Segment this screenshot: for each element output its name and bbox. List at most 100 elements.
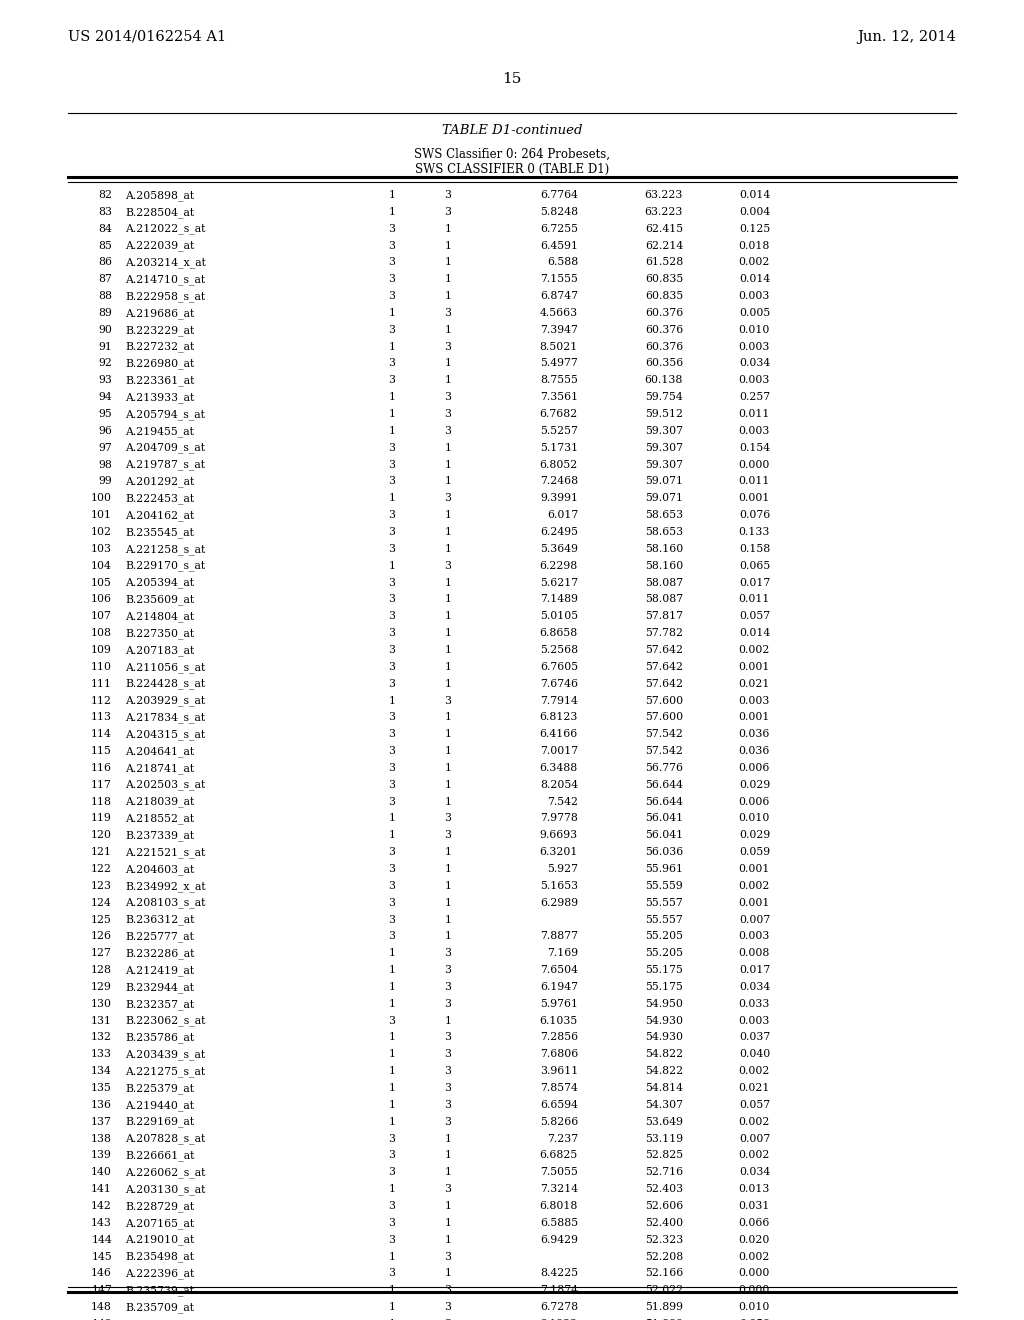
Text: 1: 1 (388, 426, 395, 436)
Text: 1: 1 (444, 645, 452, 655)
Text: 6.2298: 6.2298 (540, 561, 578, 570)
Text: 3: 3 (388, 459, 395, 470)
Text: 1: 1 (444, 325, 452, 335)
Text: 59.307: 59.307 (645, 459, 683, 470)
Text: 6.8658: 6.8658 (540, 628, 578, 638)
Text: 52.208: 52.208 (645, 1251, 683, 1262)
Text: 0.017: 0.017 (738, 578, 770, 587)
Text: 0.037: 0.037 (738, 1032, 770, 1043)
Text: 60.835: 60.835 (645, 292, 683, 301)
Text: A.222396_at: A.222396_at (125, 1269, 195, 1279)
Text: 5.1731: 5.1731 (540, 442, 578, 453)
Text: 60.356: 60.356 (645, 359, 683, 368)
Text: 0.001: 0.001 (738, 898, 770, 908)
Text: 52.825: 52.825 (645, 1151, 683, 1160)
Text: A.221521_s_at: A.221521_s_at (125, 847, 205, 858)
Text: 59.071: 59.071 (645, 494, 683, 503)
Text: A.203130_s_at: A.203130_s_at (125, 1184, 206, 1195)
Text: 0.125: 0.125 (738, 223, 770, 234)
Text: A.213933_at: A.213933_at (125, 392, 195, 403)
Text: 1: 1 (388, 1184, 395, 1195)
Text: 54.822: 54.822 (645, 1067, 683, 1076)
Text: 0.029: 0.029 (738, 780, 770, 789)
Text: 1: 1 (444, 847, 452, 857)
Text: 1: 1 (444, 544, 452, 554)
Text: B.234992_x_at: B.234992_x_at (125, 880, 206, 891)
Text: 1: 1 (444, 275, 452, 284)
Text: 125: 125 (91, 915, 112, 924)
Text: A.212419_at: A.212419_at (125, 965, 195, 975)
Text: 0.066: 0.066 (738, 1218, 770, 1228)
Text: A.204709_s_at: A.204709_s_at (125, 442, 205, 454)
Text: 56.644: 56.644 (645, 780, 683, 789)
Text: 56.041: 56.041 (645, 813, 683, 824)
Text: 5.4977: 5.4977 (541, 359, 578, 368)
Text: 3.9611: 3.9611 (540, 1067, 578, 1076)
Text: A.221275_s_at: A.221275_s_at (125, 1067, 205, 1077)
Text: 3: 3 (444, 1067, 452, 1076)
Text: 62.214: 62.214 (645, 240, 683, 251)
Text: A.214710_s_at: A.214710_s_at (125, 275, 205, 285)
Text: 54.930: 54.930 (645, 1032, 683, 1043)
Text: 3: 3 (388, 1167, 395, 1177)
Text: B.228729_at: B.228729_at (125, 1201, 195, 1212)
Text: B.223361_at: B.223361_at (125, 375, 195, 385)
Text: 3: 3 (388, 763, 395, 774)
Text: 1: 1 (388, 1117, 395, 1127)
Text: 59.754: 59.754 (645, 392, 683, 403)
Text: 112: 112 (91, 696, 112, 705)
Text: 1: 1 (444, 442, 452, 453)
Text: 0.006: 0.006 (738, 763, 770, 774)
Text: 5.1653: 5.1653 (540, 880, 578, 891)
Text: 0.059: 0.059 (739, 847, 770, 857)
Text: 1: 1 (444, 628, 452, 638)
Text: 3: 3 (444, 813, 452, 824)
Text: 3: 3 (388, 1234, 395, 1245)
Text: A.207828_s_at: A.207828_s_at (125, 1134, 205, 1144)
Text: 3: 3 (444, 999, 452, 1008)
Text: 5.2568: 5.2568 (540, 645, 578, 655)
Text: 0.013: 0.013 (738, 1184, 770, 1195)
Text: 121: 121 (91, 847, 112, 857)
Text: 3: 3 (444, 426, 452, 436)
Text: 89: 89 (98, 308, 112, 318)
Text: 135: 135 (91, 1082, 112, 1093)
Text: 131: 131 (91, 1015, 112, 1026)
Text: 1: 1 (444, 459, 452, 470)
Text: 52.323: 52.323 (645, 1234, 683, 1245)
Text: B.227350_at: B.227350_at (125, 628, 195, 639)
Text: 4.5663: 4.5663 (540, 308, 578, 318)
Text: 144: 144 (91, 1234, 112, 1245)
Text: 3: 3 (444, 1117, 452, 1127)
Text: 59.071: 59.071 (645, 477, 683, 487)
Text: 60.138: 60.138 (645, 375, 683, 385)
Text: B.235709_at: B.235709_at (125, 1302, 194, 1313)
Text: 148: 148 (91, 1302, 112, 1312)
Text: 57.542: 57.542 (645, 746, 683, 756)
Text: 145: 145 (91, 1251, 112, 1262)
Text: 58.087: 58.087 (645, 578, 683, 587)
Text: B.225777_at: B.225777_at (125, 932, 194, 942)
Text: 0.003: 0.003 (738, 375, 770, 385)
Text: 3: 3 (388, 275, 395, 284)
Text: 55.205: 55.205 (645, 932, 683, 941)
Text: A.204641_at: A.204641_at (125, 746, 195, 756)
Text: 0.002: 0.002 (738, 645, 770, 655)
Text: 97: 97 (98, 442, 112, 453)
Text: 3: 3 (388, 915, 395, 924)
Text: A.217834_s_at: A.217834_s_at (125, 713, 205, 723)
Text: 0.036: 0.036 (738, 729, 770, 739)
Text: 7.2468: 7.2468 (540, 477, 578, 487)
Text: 52.403: 52.403 (645, 1184, 683, 1195)
Text: 0.002: 0.002 (738, 257, 770, 268)
Text: 93: 93 (98, 375, 112, 385)
Text: 0.031: 0.031 (738, 1201, 770, 1210)
Text: 58.087: 58.087 (645, 594, 683, 605)
Text: B.235498_at: B.235498_at (125, 1251, 194, 1262)
Text: 6.1947: 6.1947 (540, 982, 578, 991)
Text: 53.119: 53.119 (645, 1134, 683, 1143)
Text: 82: 82 (98, 190, 112, 201)
Text: 6.017: 6.017 (547, 510, 578, 520)
Text: A.219686_at: A.219686_at (125, 308, 195, 318)
Text: 57.542: 57.542 (645, 729, 683, 739)
